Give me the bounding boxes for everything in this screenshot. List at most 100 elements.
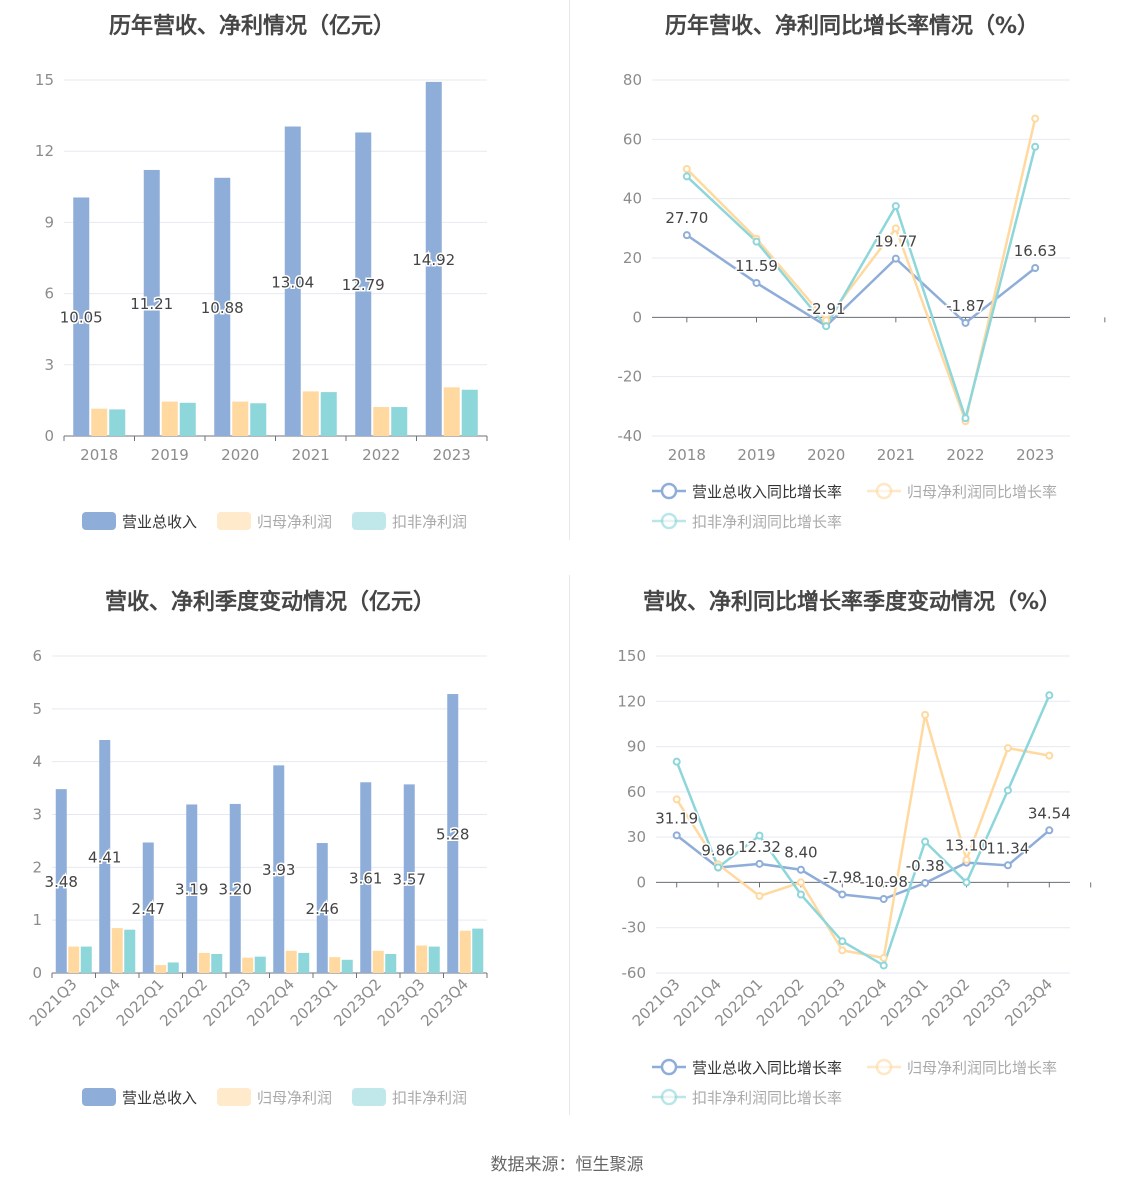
x-tick-label: 2022 <box>362 446 400 464</box>
bar-value-label: 13.04 <box>271 273 314 291</box>
bar-扣非净利润 <box>167 962 179 973</box>
vertical-divider-top <box>569 0 570 540</box>
bar-归母净利润 <box>443 387 460 436</box>
bar-归母净利润 <box>285 950 297 973</box>
x-tick-label: 2022Q3 <box>200 975 255 1030</box>
y-tick-label: 90 <box>627 738 646 756</box>
bar-归母净利润 <box>161 401 178 436</box>
bar-归母净利润 <box>198 952 210 973</box>
bar-扣非净利润 <box>80 946 92 973</box>
y-tick-label: 6 <box>32 647 42 665</box>
x-tick-label: 2018 <box>668 446 706 464</box>
y-tick-label: 9 <box>44 213 54 231</box>
legend-label: 营业总收入 <box>122 1089 197 1107</box>
point-归母净利润同比增长率 <box>672 795 681 804</box>
point-营业总收入同比增长率 <box>838 890 847 899</box>
point-营业总收入同比增长率 <box>1031 263 1040 272</box>
bar-扣非净利润 <box>254 956 266 973</box>
point-扣非净利润同比增长率 <box>714 863 723 872</box>
point-value-label: 34.54 <box>1028 804 1071 822</box>
y-tick-label: 0 <box>632 308 642 326</box>
point-归母净利润同比增长率 <box>796 878 805 887</box>
y-tick-label: -40 <box>618 427 643 445</box>
y-tick-label: -30 <box>622 919 647 937</box>
legend-label: 归母净利润 <box>257 513 332 531</box>
point-扣非净利润同比增长率 <box>682 172 691 181</box>
bar-value-label: 2.46 <box>306 900 339 918</box>
y-tick-label: 4 <box>32 753 42 771</box>
bar-value-label: 4.41 <box>88 849 121 867</box>
legend-label: 扣非净利润 <box>392 1089 467 1107</box>
point-归母净利润同比增长率 <box>755 892 764 901</box>
point-扣非净利润同比增长率 <box>672 757 681 766</box>
legend-label: 归母净利润同比增长率 <box>907 483 1057 501</box>
legend-swatch <box>352 512 386 530</box>
y-tick-label: 12 <box>35 142 54 160</box>
legend-swatch <box>82 1088 116 1106</box>
point-value-label: -7.98 <box>823 868 862 886</box>
point-value-label: 16.63 <box>1014 242 1057 260</box>
point-归母净利润同比增长率 <box>879 953 888 962</box>
bar-归母净利润 <box>372 950 384 973</box>
point-营业总收入同比增长率 <box>961 318 970 327</box>
point-扣非净利润同比增长率 <box>921 837 930 846</box>
x-tick-label: 2020 <box>807 446 845 464</box>
bar-value-label: 14.92 <box>412 251 455 269</box>
quarterly-growth-panel: 营收、净利同比增长率季度变动情况（%） -60 -30 0 30 60 90 120 150 20… <box>567 575 1134 1150</box>
bar-扣非净利润 <box>461 389 478 436</box>
line-归母净利润同比增长率 <box>675 714 1050 960</box>
y-tick-label: 6 <box>44 285 54 303</box>
x-tick-label: 2023 <box>433 446 471 464</box>
legend-label: 扣非净利润 <box>392 513 467 531</box>
x-tick-label: 2018 <box>80 446 118 464</box>
y-tick-label: 20 <box>623 249 642 267</box>
bar-value-label: 2.47 <box>132 900 165 918</box>
point-扣非净利润同比增长率 <box>891 202 900 211</box>
bar-扣非净利润 <box>124 929 136 973</box>
point-value-label: 8.40 <box>784 844 817 862</box>
bar-营业总收入 <box>186 804 198 973</box>
legend-marker <box>660 1088 678 1106</box>
annual-values-panel: 历年营收、净利情况（亿元） 0 3 6 9 12 15 2018 2019 2020 2021 202… <box>0 0 567 575</box>
legend-marker <box>875 482 893 500</box>
y-tick-label: 30 <box>627 828 646 846</box>
legend-swatch <box>352 1088 386 1106</box>
line-扣非净利润同比增长率 <box>685 146 1037 423</box>
legend-label: 营业总收入 <box>122 513 197 531</box>
bar-归母净利润 <box>232 401 249 436</box>
bar-营业总收入 <box>273 765 285 973</box>
chart-title: 营收、净利同比增长率季度变动情况（%） <box>643 589 1061 615</box>
legend-marker <box>660 1058 678 1076</box>
legend-label: 营业总收入同比增长率 <box>692 1059 842 1077</box>
y-tick-label: 0 <box>32 964 42 982</box>
bar-扣非净利润 <box>109 409 126 436</box>
y-tick-label: 40 <box>623 190 642 208</box>
legend-marker <box>660 482 678 500</box>
point-归母净利润同比增长率 <box>1045 751 1054 760</box>
point-归母净利润同比增长率 <box>921 710 930 719</box>
x-tick-label: 2023 <box>1016 446 1054 464</box>
point-value-label: 13.10 <box>945 837 988 855</box>
bar-归母净利润 <box>242 957 254 973</box>
bar-value-label: 3.48 <box>45 873 78 891</box>
x-tick-label: 2022 <box>946 446 984 464</box>
bar-营业总收入 <box>143 169 160 436</box>
annual-growth-chart: 历年营收、净利同比增长率情况（%） -40 -20 0 20 40 60 80 2018 2019… <box>618 13 1106 531</box>
quarterly-growth-chart: 营收、净利同比增长率季度变动情况（%）-60-30030609012015020… <box>617 589 1092 1107</box>
legend-label: 扣非净利润同比增长率 <box>692 513 842 531</box>
x-tick-label: 2023Q3 <box>374 975 429 1030</box>
bar-扣非净利润 <box>320 392 337 436</box>
bar-营业总收入 <box>355 132 372 436</box>
bar-value-label: 3.20 <box>219 880 252 898</box>
chart-title: 历年营收、净利情况（亿元） <box>109 13 395 39</box>
y-tick-label: 15 <box>35 71 54 89</box>
point-扣非净利润同比增长率 <box>961 414 970 423</box>
point-营业总收入同比增长率 <box>1045 826 1054 835</box>
y-tick-label: 0 <box>44 427 54 445</box>
bar-value-label: 3.93 <box>262 861 295 879</box>
y-tick-label: -20 <box>618 368 643 386</box>
bar-营业总收入 <box>214 177 231 437</box>
bar-归母净利润 <box>373 407 390 436</box>
bar-value-label: 3.19 <box>175 881 208 899</box>
chart-title: 营收、净利季度变动情况（亿元） <box>105 589 435 615</box>
